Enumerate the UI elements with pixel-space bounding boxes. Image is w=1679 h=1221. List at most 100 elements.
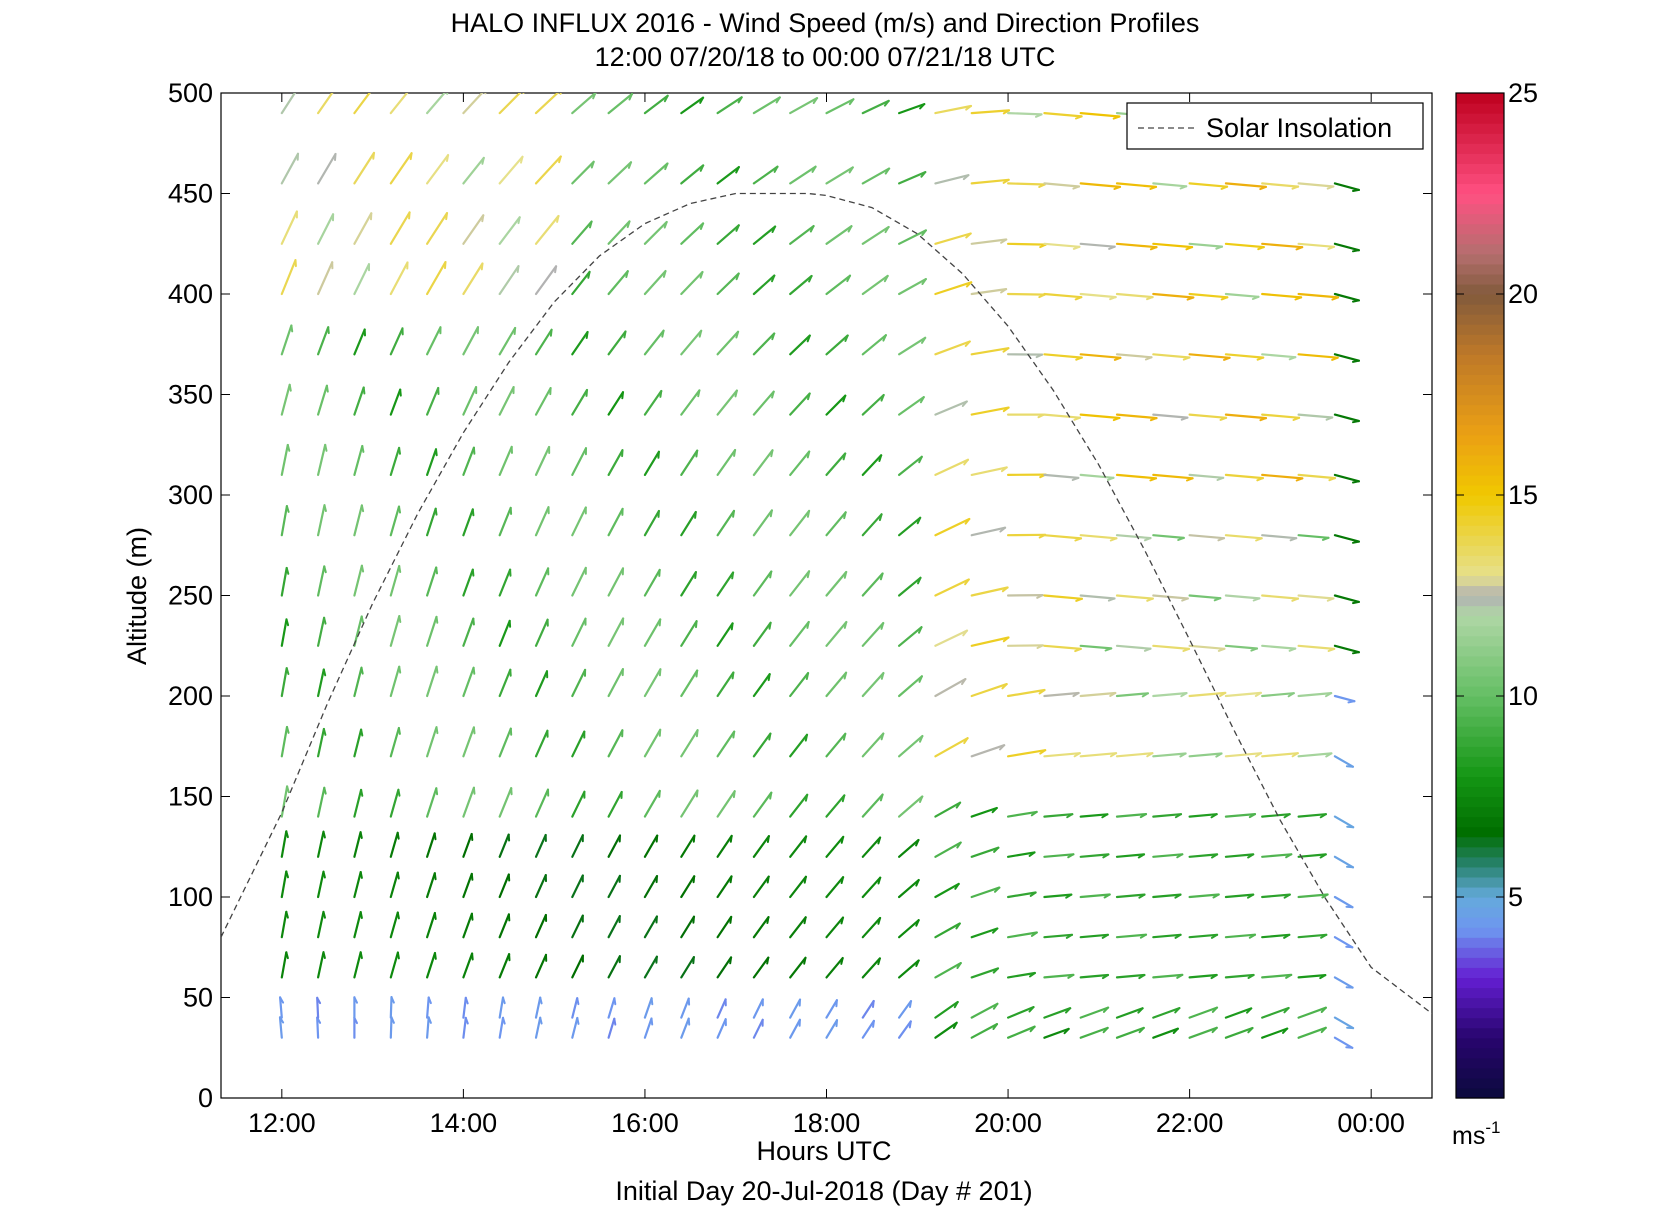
colorbar-segment	[1456, 495, 1504, 506]
colorbar-segment	[1456, 927, 1504, 938]
colorbar-segment	[1456, 776, 1504, 787]
x-tick-label: 12:00	[248, 1108, 316, 1138]
x-tick-label: 20:00	[974, 1108, 1042, 1138]
wind-arrow-head	[767, 917, 768, 923]
wind-arrow-head	[540, 998, 541, 1004]
colorbar-segment	[1456, 364, 1504, 375]
wind-arrow-head	[732, 573, 733, 579]
wind-arrow-head	[693, 957, 694, 963]
colorbar-segment	[1456, 294, 1504, 305]
wind-arrow-head	[660, 391, 661, 397]
colorbar-segment	[1456, 786, 1504, 797]
wind-arrow-shaft	[391, 997, 392, 1018]
wind-arrow-shaft	[391, 1017, 392, 1037]
colorbar-segment	[1456, 254, 1504, 265]
colorbar-segment	[1456, 133, 1504, 144]
legend: Solar Insolation	[1127, 103, 1423, 149]
colorbar-segment	[1456, 1028, 1504, 1039]
x-tick-label: 00:00	[1337, 1108, 1405, 1138]
colorbar-segment	[1456, 555, 1504, 566]
wind-arrow-head	[1347, 827, 1353, 828]
wind-arrow-head	[474, 448, 475, 454]
colorbar-segment	[1456, 465, 1504, 476]
y-tick-label: 250	[168, 581, 213, 611]
wind-arrow-head	[769, 674, 770, 680]
wind-arrow-head	[555, 266, 556, 272]
wind-arrow-head	[519, 217, 520, 223]
wind-arrow-head	[808, 571, 809, 577]
wind-arrow-head	[324, 952, 325, 958]
colorbar-segment	[1456, 877, 1504, 888]
chart-title: HALO INFLUX 2016 - Wind Speed (m/s) and …	[451, 8, 1200, 38]
colorbar-segment	[1456, 726, 1504, 737]
y-tick-label: 300	[168, 480, 213, 510]
wind-arrow-head	[1353, 190, 1359, 191]
wind-arrow-head	[734, 791, 735, 797]
wind-arrow-head	[291, 326, 292, 332]
wind-arrow-head	[362, 617, 363, 623]
colorbar-segment	[1456, 1008, 1504, 1019]
wind-arrow-head	[804, 958, 805, 964]
wind-arrow-head	[446, 213, 447, 219]
wind-arrow-head	[436, 449, 437, 455]
wind-arrow-head	[614, 1019, 615, 1025]
wind-arrow-head	[806, 735, 807, 741]
wind-arrow-head	[400, 390, 401, 396]
wind-arrow-head	[338, 84, 339, 90]
wind-arrow-head	[436, 568, 437, 574]
wind-arrow-head	[805, 917, 806, 923]
wind-arrow-head	[515, 328, 516, 334]
colorbar-segment	[1456, 334, 1504, 345]
wind-arrow-head	[361, 872, 362, 878]
wind-arrow-head	[1349, 701, 1355, 702]
wind-arrow-head	[362, 505, 363, 511]
wind-arrow-head	[696, 451, 697, 457]
colorbar-tick-label: 10	[1508, 681, 1538, 711]
wind-arrow-head	[910, 1001, 911, 1007]
wind-arrow-head	[807, 673, 808, 679]
wind-arrow-head	[736, 391, 737, 397]
wind-arrow-head	[660, 619, 661, 625]
wind-arrow-shaft	[1008, 183, 1045, 184]
wind-arrow-head	[837, 1020, 838, 1026]
wind-arrow-head	[845, 572, 846, 578]
colorbar-segment	[1456, 606, 1504, 617]
wind-arrow-head	[361, 730, 362, 736]
wind-arrow-head	[435, 833, 436, 839]
wind-arrow-head	[324, 832, 325, 838]
wind-arrow-head	[806, 795, 807, 801]
colorbar-segment	[1456, 415, 1504, 426]
colorbar-segment	[1456, 1058, 1504, 1069]
wind-arrow-head	[411, 153, 412, 159]
wind-arrow-head	[807, 622, 808, 628]
y-tick-label: 150	[168, 782, 213, 812]
wind-arrow-head	[361, 912, 362, 918]
wind-arrow-head	[805, 836, 806, 842]
wind-arrow-head	[652, 998, 653, 1004]
colorbar-segment	[1456, 1038, 1504, 1049]
colorbar-segment	[1456, 374, 1504, 385]
colorbar-segment	[1456, 1048, 1504, 1059]
wind-arrow-head	[362, 668, 363, 674]
colorbar-segment	[1456, 706, 1504, 717]
colorbar-segment	[1456, 987, 1504, 998]
wind-arrow-head	[768, 877, 769, 883]
colorbar-segment	[1456, 867, 1504, 878]
wind-arrow-head	[399, 566, 400, 572]
wind-arrow-head	[399, 448, 400, 454]
wind-arrow-head	[614, 998, 615, 1004]
wind-arrow-head	[435, 953, 436, 959]
colorbar-segment	[1456, 475, 1504, 486]
colorbar-segment	[1456, 445, 1504, 456]
wind-arrow-head	[1353, 602, 1359, 603]
wind-arrow-head	[808, 452, 809, 458]
wind-arrow-head	[1353, 300, 1359, 301]
wind-arrow-head	[695, 512, 696, 518]
wind-arrow-head	[435, 913, 436, 919]
chart-subtitle: 12:00 07/20/18 to 00:00 07/21/18 UTC	[595, 42, 1056, 72]
wind-arrow-head	[299, 85, 300, 91]
wind-arrow-head	[482, 264, 483, 270]
wind-arrow-head	[447, 155, 448, 161]
y-tick-label: 200	[168, 681, 213, 711]
